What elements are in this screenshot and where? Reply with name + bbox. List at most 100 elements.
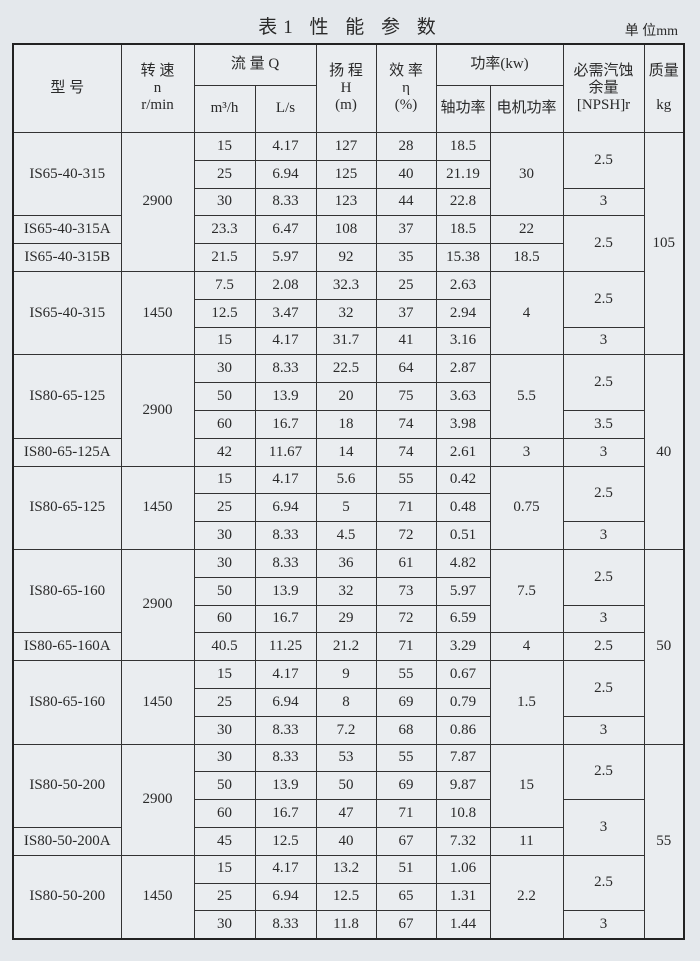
head-cell: 32.3	[315, 270, 377, 300]
efficiency-cell: 40	[375, 159, 437, 189]
flow-ls-cell: 5.97	[254, 243, 317, 272]
efficiency-cell: 64	[375, 354, 437, 384]
shaft-power-cell: 21.19	[435, 159, 491, 189]
head-cell: 29	[315, 604, 377, 634]
head-cell: 4.5	[315, 521, 377, 550]
efficiency-cell: 69	[375, 771, 437, 801]
header-model: 型 号	[12, 43, 122, 133]
efficiency-cell: 61	[375, 548, 437, 578]
header-power: 功率(kw)	[435, 43, 564, 86]
speed-cell: 1450	[120, 465, 195, 550]
shaft-power-cell: 0.79	[435, 687, 491, 717]
flow-m3h-cell: 15	[193, 326, 256, 356]
flow-m3h-cell: 25	[193, 159, 256, 189]
header-flow-ls: L/s	[254, 85, 317, 133]
head-cell: 32	[315, 576, 377, 606]
model-cell: IS80-65-160A	[12, 632, 122, 662]
mass-cell: 55	[643, 743, 685, 940]
npsh-cell: 2.5	[562, 354, 645, 411]
model-cell: IS80-65-125	[12, 354, 122, 439]
efficiency-cell: 72	[375, 604, 437, 634]
shaft-power-cell: 7.32	[435, 826, 491, 856]
model-cell: IS80-65-160	[12, 548, 122, 634]
npsh-cell: 2.5	[562, 854, 645, 912]
efficiency-cell: 37	[375, 215, 437, 245]
head-cell: 127	[315, 132, 377, 161]
npsh-cell: 3.5	[562, 409, 645, 439]
efficiency-cell: 75	[375, 382, 437, 411]
flow-m3h-cell: 15	[193, 465, 256, 495]
table-row: IS80-50-200 1450 15 4.17 13.2 51 1.06 2.2 2.5	[12, 854, 684, 940]
flow-ls-cell: 6.94	[254, 687, 317, 717]
shaft-power-cell: 6.59	[435, 604, 491, 634]
npsh-cell: 2.5	[562, 132, 645, 189]
efficiency-cell: 74	[375, 437, 437, 467]
flow-ls-cell: 13.9	[254, 771, 317, 801]
model-cell: IS80-65-125	[12, 465, 122, 550]
motor-power-cell: 0.75	[489, 465, 564, 550]
head-cell: 36	[315, 548, 377, 578]
table-row: 60 16.7 47 71 10.8 3	[13, 799, 684, 856]
shaft-power-cell: 4.82	[435, 548, 491, 578]
shaft-power-cell: 15.38	[435, 243, 491, 272]
npsh-cell: 2.5	[562, 743, 645, 801]
efficiency-cell: 55	[375, 465, 437, 495]
table-row: 30 8.33 123 44 22.8 3	[13, 187, 684, 217]
header-shaft-power: 轴功率	[435, 85, 491, 133]
head-cell: 20	[315, 382, 377, 411]
efficiency-cell: 28	[375, 132, 437, 161]
motor-power-cell: 15	[489, 743, 564, 828]
head-cell: 22.5	[315, 354, 377, 384]
unit-label: 单 位mm	[624, 24, 678, 39]
flow-ls-cell: 4.17	[254, 132, 317, 161]
model-cell: IS65-40-315	[12, 131, 122, 217]
head-cell: 14	[315, 437, 377, 467]
model-cell: IS65-40-315A	[12, 215, 122, 245]
motor-power-cell: 1.5	[489, 660, 564, 745]
table-row: IS80-65-125A 42 11.67 14 74 2.61 3 3	[12, 437, 684, 467]
head-cell: 8	[315, 687, 377, 717]
shaft-power-cell: 2.94	[435, 298, 491, 328]
shaft-power-cell: 0.67	[435, 660, 491, 689]
model-cell: IS80-50-200	[12, 854, 122, 940]
motor-power-cell: 4	[489, 270, 564, 356]
table-title: 表1 性 能 参 数	[258, 17, 442, 38]
header-motor-power: 电机功率	[489, 85, 564, 133]
efficiency-cell: 72	[375, 521, 437, 550]
flow-ls-cell: 11.67	[254, 437, 317, 467]
flow-m3h-cell: 30	[193, 521, 256, 550]
npsh-cell: 2.5	[562, 215, 645, 272]
head-cell: 21.2	[315, 632, 377, 662]
flow-ls-cell: 8.33	[254, 548, 317, 578]
header-mass: 质量 kg	[643, 43, 685, 133]
shaft-power-cell: 2.87	[435, 354, 491, 384]
shaft-power-cell: 18.5	[435, 215, 491, 245]
speed-cell: 2900	[120, 354, 195, 467]
head-cell: 53	[315, 743, 377, 773]
mass-cell: 40	[643, 354, 685, 550]
efficiency-cell: 25	[375, 270, 437, 300]
flow-ls-cell: 8.33	[254, 715, 317, 745]
flow-m3h-cell: 50	[193, 771, 256, 801]
table-row: IS80-65-160A 40.5 11.25 21.2 71 3.29 4 2.5	[12, 632, 684, 662]
efficiency-cell: 44	[375, 187, 437, 217]
flow-m3h-cell: 30	[193, 548, 256, 578]
speed-cell: 1450	[120, 854, 195, 940]
motor-power-cell: 2.2	[489, 854, 564, 940]
table-row: 25 6.94 12.5 65 1.31	[13, 882, 684, 912]
speed-cell: 2900	[120, 743, 195, 856]
flow-m3h-cell: 7.5	[193, 270, 256, 300]
head-cell: 12.5	[315, 882, 377, 912]
header-flow-m3h: m³/h	[193, 85, 256, 133]
flow-ls-cell: 16.7	[254, 409, 317, 439]
flow-ls-cell: 11.25	[254, 632, 317, 662]
flow-ls-cell: 13.9	[254, 382, 317, 411]
flow-ls-cell: 3.47	[254, 298, 317, 328]
efficiency-cell: 35	[375, 243, 437, 272]
shaft-power-cell: 7.87	[435, 743, 491, 773]
motor-power-cell: 30	[489, 131, 564, 217]
header-npsh: 必需汽蚀 余量 [NPSH]r	[562, 43, 645, 133]
npsh-cell: 3	[562, 799, 645, 856]
flow-ls-cell: 4.17	[254, 660, 317, 689]
speed-cell: 2900	[120, 132, 195, 272]
